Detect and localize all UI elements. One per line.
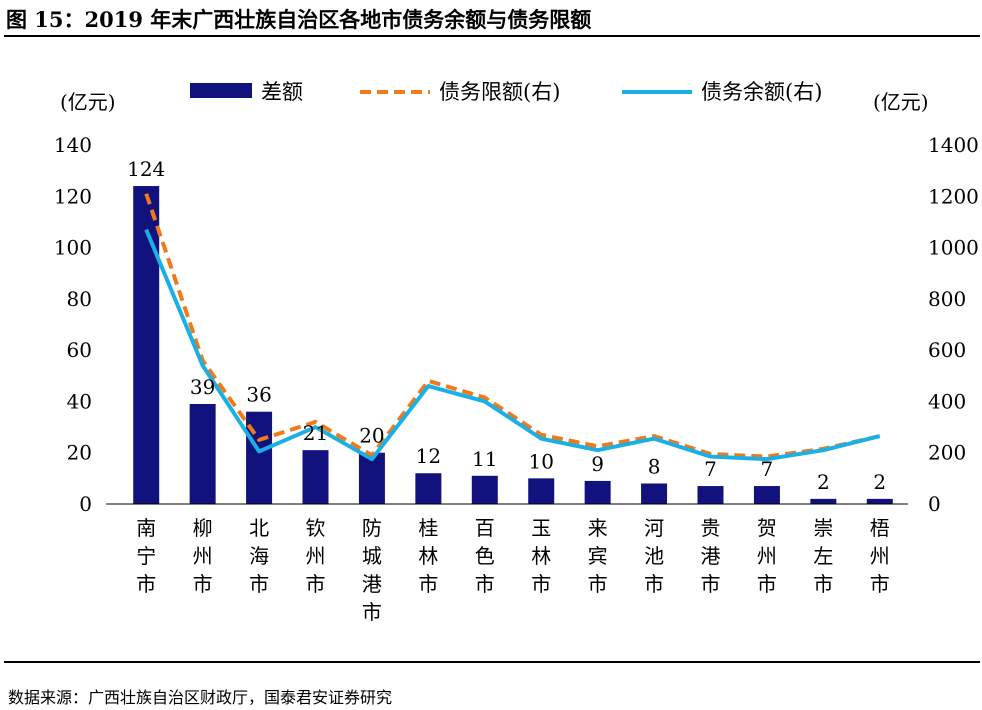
bar-data-label: 36 bbox=[246, 383, 271, 407]
x-tick-label: 北海市 bbox=[249, 516, 269, 596]
bar bbox=[358, 452, 385, 504]
y-tick-label: 80 bbox=[67, 287, 92, 311]
bar-data-label: 2 bbox=[817, 470, 830, 494]
bar bbox=[133, 186, 160, 504]
x-tick-label: 百色市 bbox=[475, 516, 495, 596]
bar bbox=[415, 473, 442, 504]
x-tick-label: 河池市 bbox=[644, 516, 664, 596]
bar-data-label: 11 bbox=[472, 447, 497, 471]
bar-data-label: 8 bbox=[648, 454, 661, 478]
bar-data-label: 124 bbox=[127, 157, 165, 181]
y-tick-label: 100 bbox=[54, 236, 92, 260]
x-tick-label: 梧州市 bbox=[870, 516, 890, 596]
legend-item: 差额 bbox=[190, 80, 303, 104]
bottom-rule bbox=[4, 661, 980, 663]
x-tick-label: 钦州市 bbox=[306, 516, 326, 596]
bar bbox=[697, 486, 724, 504]
y-tick-label: 40 bbox=[67, 389, 92, 413]
x-tick-label: 贺州市 bbox=[757, 516, 777, 596]
legend-swatch bbox=[190, 83, 252, 98]
bar bbox=[584, 480, 611, 504]
bar-data-label: 7 bbox=[761, 457, 774, 481]
bar-data-labels: 124 39 36 21 20 12 11 10 9 8 7 7 2 2 bbox=[127, 157, 886, 494]
legend-label: 差额 bbox=[261, 80, 303, 104]
y-tick-label: 20 bbox=[67, 441, 92, 465]
y-tick-label: 60 bbox=[67, 338, 92, 362]
y2-tick-label: 0 bbox=[928, 492, 941, 516]
bar-data-label: 39 bbox=[190, 375, 215, 399]
bar bbox=[866, 498, 893, 504]
y2-tick-label: 1400 bbox=[928, 133, 979, 157]
x-tick-label: 防城港市 bbox=[362, 516, 382, 624]
x-axis-ticks: 南宁市 柳州市 北海市 钦州市 防城港市 桂林市 百色市 玉林市 来宾市 河池市 贵港市 贺州市 崇左市… bbox=[136, 516, 890, 624]
bar-data-label: 9 bbox=[591, 452, 604, 476]
y2-tick-label: 1200 bbox=[928, 184, 979, 208]
y2-tick-label: 1000 bbox=[928, 236, 979, 260]
y-tick-label: 0 bbox=[79, 492, 92, 516]
y-tick-label: 140 bbox=[54, 133, 92, 157]
source-note: 数据来源：广西壮族自治区财政厅，国泰君安证券研究 bbox=[8, 688, 393, 707]
bar bbox=[810, 498, 837, 504]
y-tick-label: 120 bbox=[54, 184, 92, 208]
bar bbox=[189, 403, 216, 504]
y2-axis-label: (亿元) bbox=[873, 90, 929, 114]
legend-label: 债务限额(右) bbox=[439, 80, 560, 104]
y2-tick-label: 600 bbox=[928, 338, 966, 362]
bar bbox=[528, 478, 555, 504]
legend-item: 债务限额(右) bbox=[360, 80, 560, 104]
x-tick-label: 南宁市 bbox=[136, 516, 156, 596]
x-tick-label: 桂林市 bbox=[418, 516, 438, 596]
legend-item: 债务余额(右) bbox=[622, 80, 822, 104]
bar-data-label: 20 bbox=[359, 424, 384, 448]
bar bbox=[471, 475, 498, 504]
y-axis-label: (亿元) bbox=[60, 90, 116, 114]
x-tick-label: 来宾市 bbox=[588, 516, 608, 596]
bar bbox=[753, 486, 780, 504]
bar-data-label: 21 bbox=[303, 421, 328, 445]
debt-balance-line bbox=[144, 228, 881, 462]
y2-tick-label: 400 bbox=[928, 389, 966, 413]
legend: 差额 债务限额(右) 债务余额(右) bbox=[190, 80, 822, 104]
figure-title: 图 15：2019 年末广西壮族自治区各地市债务余额与债务限额 bbox=[6, 7, 592, 32]
x-tick-label: 崇左市 bbox=[813, 516, 833, 596]
y2-tick-label: 800 bbox=[928, 287, 966, 311]
debt-limit-line bbox=[144, 193, 881, 459]
bar bbox=[302, 450, 329, 504]
bar-data-label: 7 bbox=[704, 457, 717, 481]
legend-label: 债务余额(右) bbox=[701, 80, 822, 104]
top-rule bbox=[4, 35, 980, 37]
y-axis-ticks: 0 20 40 60 80 100 120 140 bbox=[54, 133, 92, 516]
x-tick-label: 贵港市 bbox=[701, 516, 721, 596]
y2-axis-ticks: 0 200 400 600 800 1000 1200 1400 bbox=[928, 133, 979, 516]
bar-data-label: 12 bbox=[416, 444, 441, 468]
y2-tick-label: 200 bbox=[928, 441, 966, 465]
bar-data-label: 10 bbox=[528, 449, 553, 473]
bar bbox=[641, 483, 668, 504]
bar-data-label: 2 bbox=[873, 470, 886, 494]
line-series bbox=[144, 193, 881, 462]
x-tick-label: 玉林市 bbox=[531, 516, 551, 596]
x-tick-label: 柳州市 bbox=[193, 516, 213, 596]
